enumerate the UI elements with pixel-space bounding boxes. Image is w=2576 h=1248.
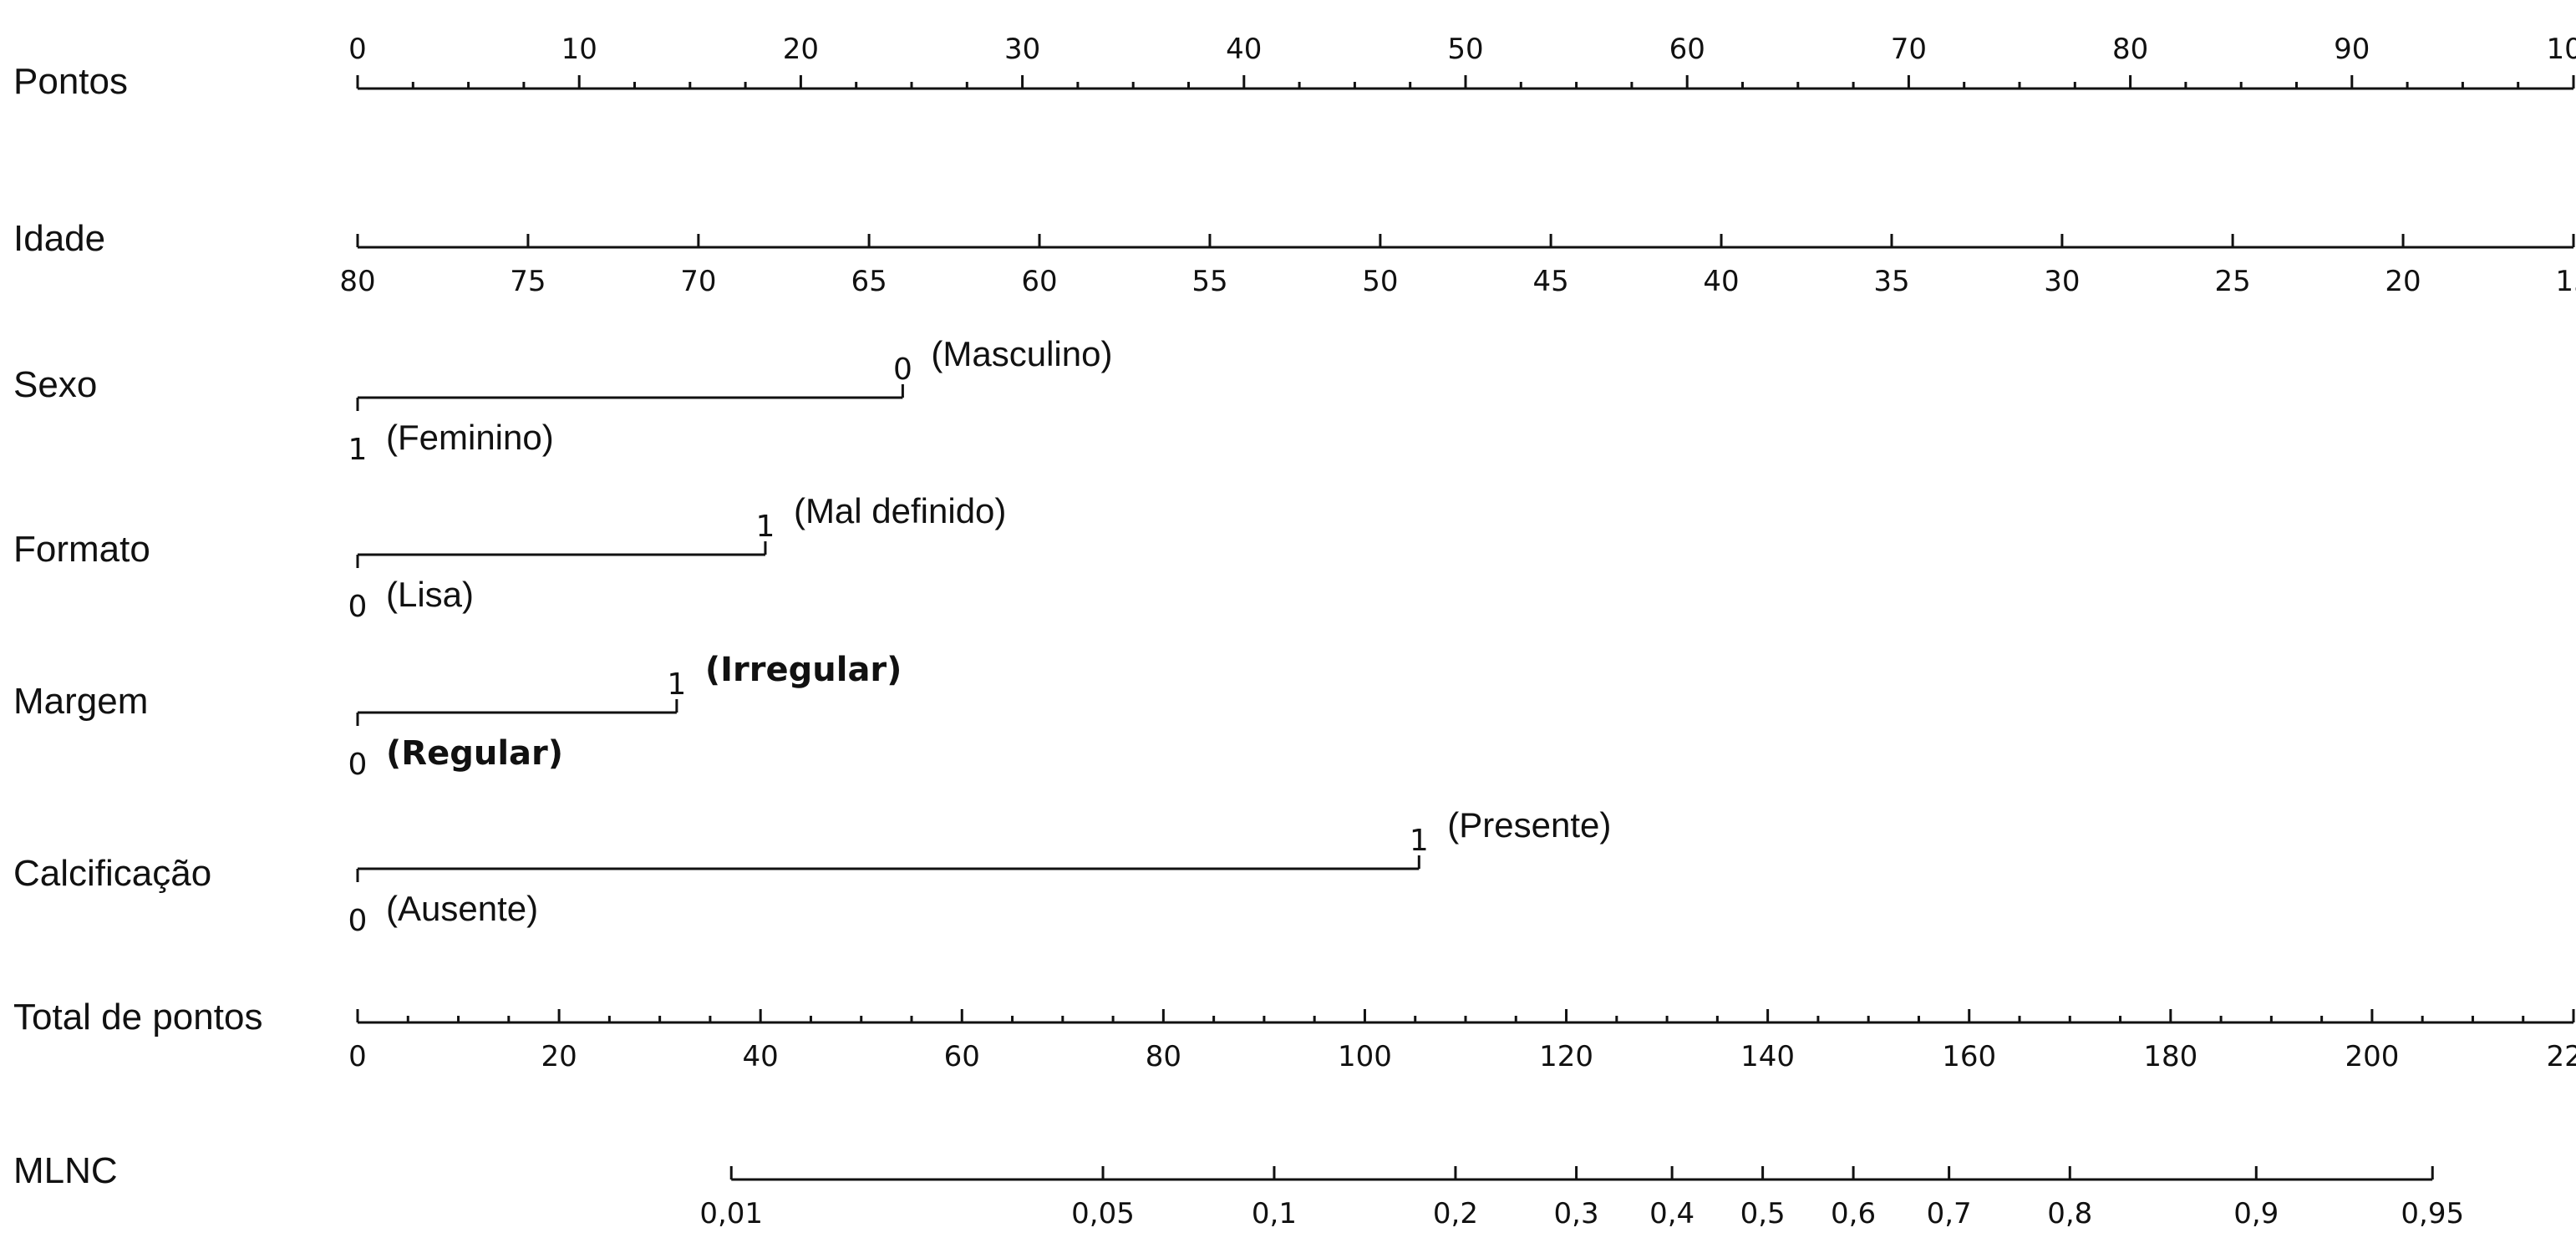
tick-label: 30 (1004, 33, 1040, 66)
tick-label: 120 (1539, 1040, 1593, 1073)
row-label: MLNC (13, 1150, 118, 1191)
tick-label: 70 (1891, 33, 1927, 66)
row-calcificacao: Calcificação 1 (Presente) 0 (Ausente) (13, 805, 1611, 938)
tick-label: 20 (783, 33, 819, 66)
tick-label: 0,95 (2401, 1197, 2464, 1230)
tick-label: 65 (851, 265, 887, 298)
level-text-high: (Irregular) (705, 651, 902, 689)
tick-label: 90 (2334, 33, 2370, 66)
tick-label: 35 (1873, 265, 1909, 298)
tick-label: 160 (1942, 1040, 1996, 1073)
tick-label: 20 (2385, 265, 2421, 298)
row-label: Sexo (13, 364, 97, 405)
level-code-low: 0 (348, 590, 368, 624)
tick-label: 60 (1021, 265, 1057, 298)
tick-label: 80 (2112, 33, 2148, 66)
row-idade: Idade 80 75 70 65 60 55 50 45 40 35 30 25 20 15 (13, 218, 2576, 298)
level-code-high: 1 (756, 510, 775, 544)
level-code-high: 1 (667, 667, 686, 702)
tick-label: 0,5 (1740, 1197, 1786, 1230)
tick-label: 0,01 (699, 1197, 763, 1230)
level-text-low: (Ausente) (386, 889, 538, 928)
row-label: Calcificação (13, 853, 211, 894)
tick-label: 55 (1191, 265, 1227, 298)
level-code-high: 0 (893, 353, 912, 387)
tick-label: 0,1 (1252, 1197, 1297, 1230)
row-sexo: Sexo 0 (Masculino) 1 (Feminino) (13, 334, 1112, 467)
tick-label: 0 (348, 1040, 367, 1073)
tick-label: 40 (1226, 33, 1262, 66)
tick-label: 10 (561, 33, 597, 66)
tick-label: 50 (1447, 33, 1483, 66)
row-margem: Margem 1 (Irregular) 0 (Regular) (13, 651, 902, 782)
tick-label: 0,9 (2233, 1197, 2279, 1230)
tick-label: 60 (1669, 33, 1705, 66)
tick-label: 0,7 (1927, 1197, 1972, 1230)
row-label: Formato (13, 529, 150, 570)
tick-label: 100 (1338, 1040, 1392, 1073)
tick-label: 50 (1362, 265, 1398, 298)
tick-label: 25 (2214, 265, 2250, 298)
tick-label: 40 (743, 1040, 779, 1073)
tick-label: 140 (1740, 1040, 1795, 1073)
tick-label: 20 (541, 1040, 577, 1073)
tick-label: 0 (348, 33, 367, 66)
level-text-low: (Regular) (386, 734, 563, 773)
tick-label: 0,4 (1649, 1197, 1694, 1230)
tick-label: 100 (2547, 33, 2576, 66)
tick-label: 0,6 (1831, 1197, 1876, 1230)
level-text-high: (Mal definido) (794, 491, 1006, 530)
row-total: Total de pontos 0 20 40 60 80 100 120 140 160 180 2… (13, 997, 2576, 1073)
row-label: Margem (13, 681, 148, 722)
tick-label: 15 (2555, 265, 2576, 298)
tick-label: 40 (1703, 265, 1739, 298)
level-code-low: 0 (348, 748, 368, 782)
level-text-low: (Feminino) (386, 418, 554, 457)
tick-label: 60 (944, 1040, 980, 1073)
row-label: Idade (13, 218, 105, 259)
level-code-low: 1 (348, 433, 368, 467)
tick-label: 80 (339, 265, 375, 298)
tick-label: 0,3 (1554, 1197, 1599, 1230)
row-mlnc: MLNC 0,01 0,05 0,1 0,2 0,3 0,4 0,5 0,6 0,7 0,8 0,9 0… (13, 1150, 2464, 1230)
tick-label: 75 (510, 265, 546, 298)
row-label: Pontos (13, 61, 128, 102)
tick-label: 70 (680, 265, 716, 298)
tick-label: 0,05 (1071, 1197, 1135, 1230)
row-pontos: Pontos 0 10 20 30 40 50 60 70 80 90 100 (13, 33, 2576, 102)
tick-label: 0,8 (2047, 1197, 2092, 1230)
row-label: Total de pontos (13, 997, 262, 1037)
tick-label: 45 (1532, 265, 1568, 298)
level-text-high: (Presente) (1447, 805, 1611, 845)
tick-label: 30 (2044, 265, 2080, 298)
level-code-low: 0 (348, 904, 368, 938)
level-code-high: 1 (1410, 824, 1429, 858)
row-formato: Formato 1 (Mal definido) 0 (Lisa) (13, 491, 1006, 624)
tick-label: 0,2 (1433, 1197, 1478, 1230)
level-text-low: (Lisa) (386, 575, 474, 614)
level-text-high: (Masculino) (931, 334, 1112, 373)
tick-label: 200 (2345, 1040, 2399, 1073)
tick-label: 180 (2143, 1040, 2197, 1073)
tick-label: 220 (2547, 1040, 2576, 1073)
tick-label: 80 (1146, 1040, 1181, 1073)
